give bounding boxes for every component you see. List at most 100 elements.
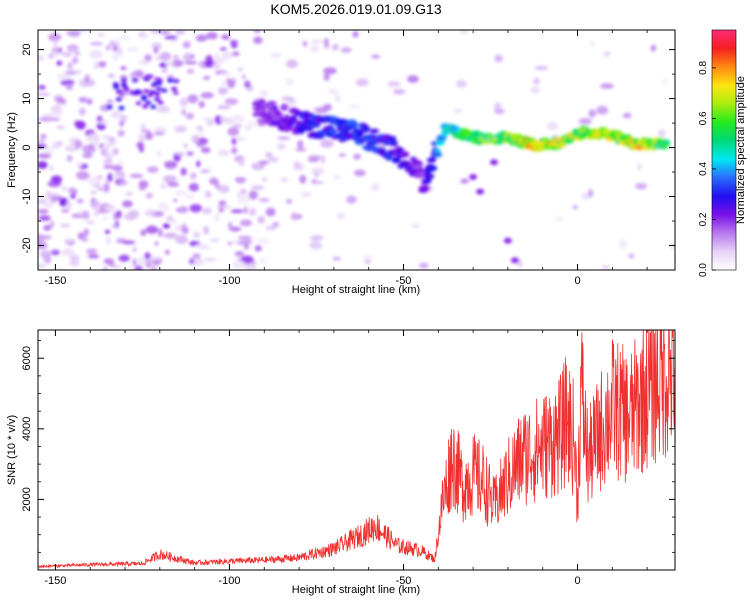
heatmap-cell xyxy=(310,39,325,44)
heatmap-cell xyxy=(157,228,163,238)
heatmap-cell xyxy=(259,89,269,98)
heatmap-cell xyxy=(81,210,90,220)
heatmap-cell xyxy=(314,171,320,178)
heatmap-cell xyxy=(494,54,504,63)
heatmap-cell xyxy=(201,207,212,215)
heatmap-cell xyxy=(240,188,247,194)
heatmap-cell xyxy=(49,220,55,228)
heatmap-cell xyxy=(38,198,48,205)
heatmap-cell xyxy=(323,103,333,111)
heatmap-cell xyxy=(103,164,115,169)
heatmap-cell xyxy=(189,257,195,265)
heatmap-cell xyxy=(517,259,523,269)
heatmap-cell xyxy=(265,152,273,158)
heatmap-cell xyxy=(106,99,114,104)
heatmap-cell xyxy=(253,30,261,34)
heatmap-cell xyxy=(63,238,73,244)
heatmap-cell xyxy=(138,180,149,188)
heatmap-cell xyxy=(191,134,200,144)
heatmap-cell xyxy=(126,47,139,52)
heatmap-cell xyxy=(144,252,151,260)
heatmap-cell xyxy=(119,74,128,80)
heatmap-cell xyxy=(355,130,364,138)
heatmap-cell xyxy=(38,92,51,96)
heatmap-cell xyxy=(229,226,242,232)
heatmap-cell xyxy=(186,69,195,74)
heatmap-cell xyxy=(59,197,69,207)
heatmap-cell xyxy=(258,198,270,203)
heatmap-cell xyxy=(416,167,425,173)
heatmap-cell xyxy=(100,148,108,157)
heatmap-cell xyxy=(338,153,347,157)
y-tick-label: -10 xyxy=(21,189,33,205)
heatmap-cell xyxy=(352,30,359,38)
heatmap-cell xyxy=(191,257,204,266)
heatmap-cell xyxy=(112,147,119,156)
heatmap-cell xyxy=(50,110,63,117)
heatmap-cell xyxy=(117,47,124,56)
heatmap-cell xyxy=(106,104,113,109)
heatmap-cell xyxy=(295,147,307,152)
y-tick-label: 20 xyxy=(21,43,33,55)
heatmap-cell xyxy=(323,67,337,75)
heatmap-cell xyxy=(122,200,133,208)
heatmap-cell xyxy=(324,37,329,47)
heatmap-cell xyxy=(65,51,70,58)
heatmap-cell xyxy=(578,118,592,125)
y-tick-label: 0 xyxy=(21,144,33,150)
heatmap-cell xyxy=(57,98,64,103)
colorbar-label: Normalized spectral amplitude xyxy=(735,76,747,224)
heatmap-cell xyxy=(248,190,258,200)
heatmap-cell xyxy=(65,83,74,91)
heatmap-cell xyxy=(438,136,447,141)
colorbar: 0.0 0.2 0.4 0.6 0.8 Normalized spectral ampl… xyxy=(698,29,747,277)
heatmap-cell xyxy=(102,160,114,164)
heatmap-cell xyxy=(392,159,401,164)
heatmap-cell xyxy=(215,180,220,189)
heatmap-cell xyxy=(627,253,635,259)
heatmap-cell xyxy=(410,224,420,228)
heatmap-cell xyxy=(162,175,177,183)
heatmap-cell xyxy=(192,231,201,239)
heatmap-cell xyxy=(151,81,158,86)
heatmap-cell xyxy=(546,121,559,130)
heatmap-cell xyxy=(107,173,114,182)
heatmap-cell xyxy=(115,97,122,102)
heatmap-cell xyxy=(51,50,59,57)
heatmap-cell xyxy=(297,140,304,149)
heatmap-cell xyxy=(236,136,246,142)
heatmap-cell xyxy=(38,263,47,269)
heatmap-cell xyxy=(169,219,178,224)
heatmap-cell xyxy=(369,128,380,134)
heatmap-cell xyxy=(94,208,99,217)
heatmap-cell xyxy=(196,160,201,168)
heatmap-cell xyxy=(453,108,462,114)
heatmap-cell xyxy=(118,180,129,185)
heatmap-cell xyxy=(61,248,75,256)
heatmap-cell xyxy=(332,257,341,261)
heatmap-cell xyxy=(78,107,87,116)
heatmap-cell xyxy=(243,206,249,214)
heatmap-cell xyxy=(455,80,467,88)
heatmap-cell xyxy=(167,182,180,187)
heatmap-cell xyxy=(86,176,100,186)
heatmap-cell xyxy=(558,142,566,148)
heatmap-cell xyxy=(291,212,298,221)
x-tick-label: 0 xyxy=(574,575,580,587)
heatmap-cell xyxy=(84,74,90,83)
heatmap-cell xyxy=(300,191,312,198)
heatmap-cell xyxy=(75,120,86,130)
heatmap-cell xyxy=(265,115,274,121)
heatmap-cell xyxy=(113,85,120,90)
heatmap-cell xyxy=(240,255,254,264)
heatmap-cell xyxy=(309,44,320,53)
heatmap-cell xyxy=(261,176,268,183)
heatmap-cell xyxy=(663,139,670,146)
heatmap-cell xyxy=(51,141,62,149)
heatmap-cell xyxy=(149,90,156,95)
heatmap-cell xyxy=(76,171,90,180)
heatmap-cell xyxy=(154,95,161,100)
heatmap-cell xyxy=(389,140,398,146)
heatmap-cell xyxy=(137,256,148,266)
heatmap-cell xyxy=(217,184,230,193)
